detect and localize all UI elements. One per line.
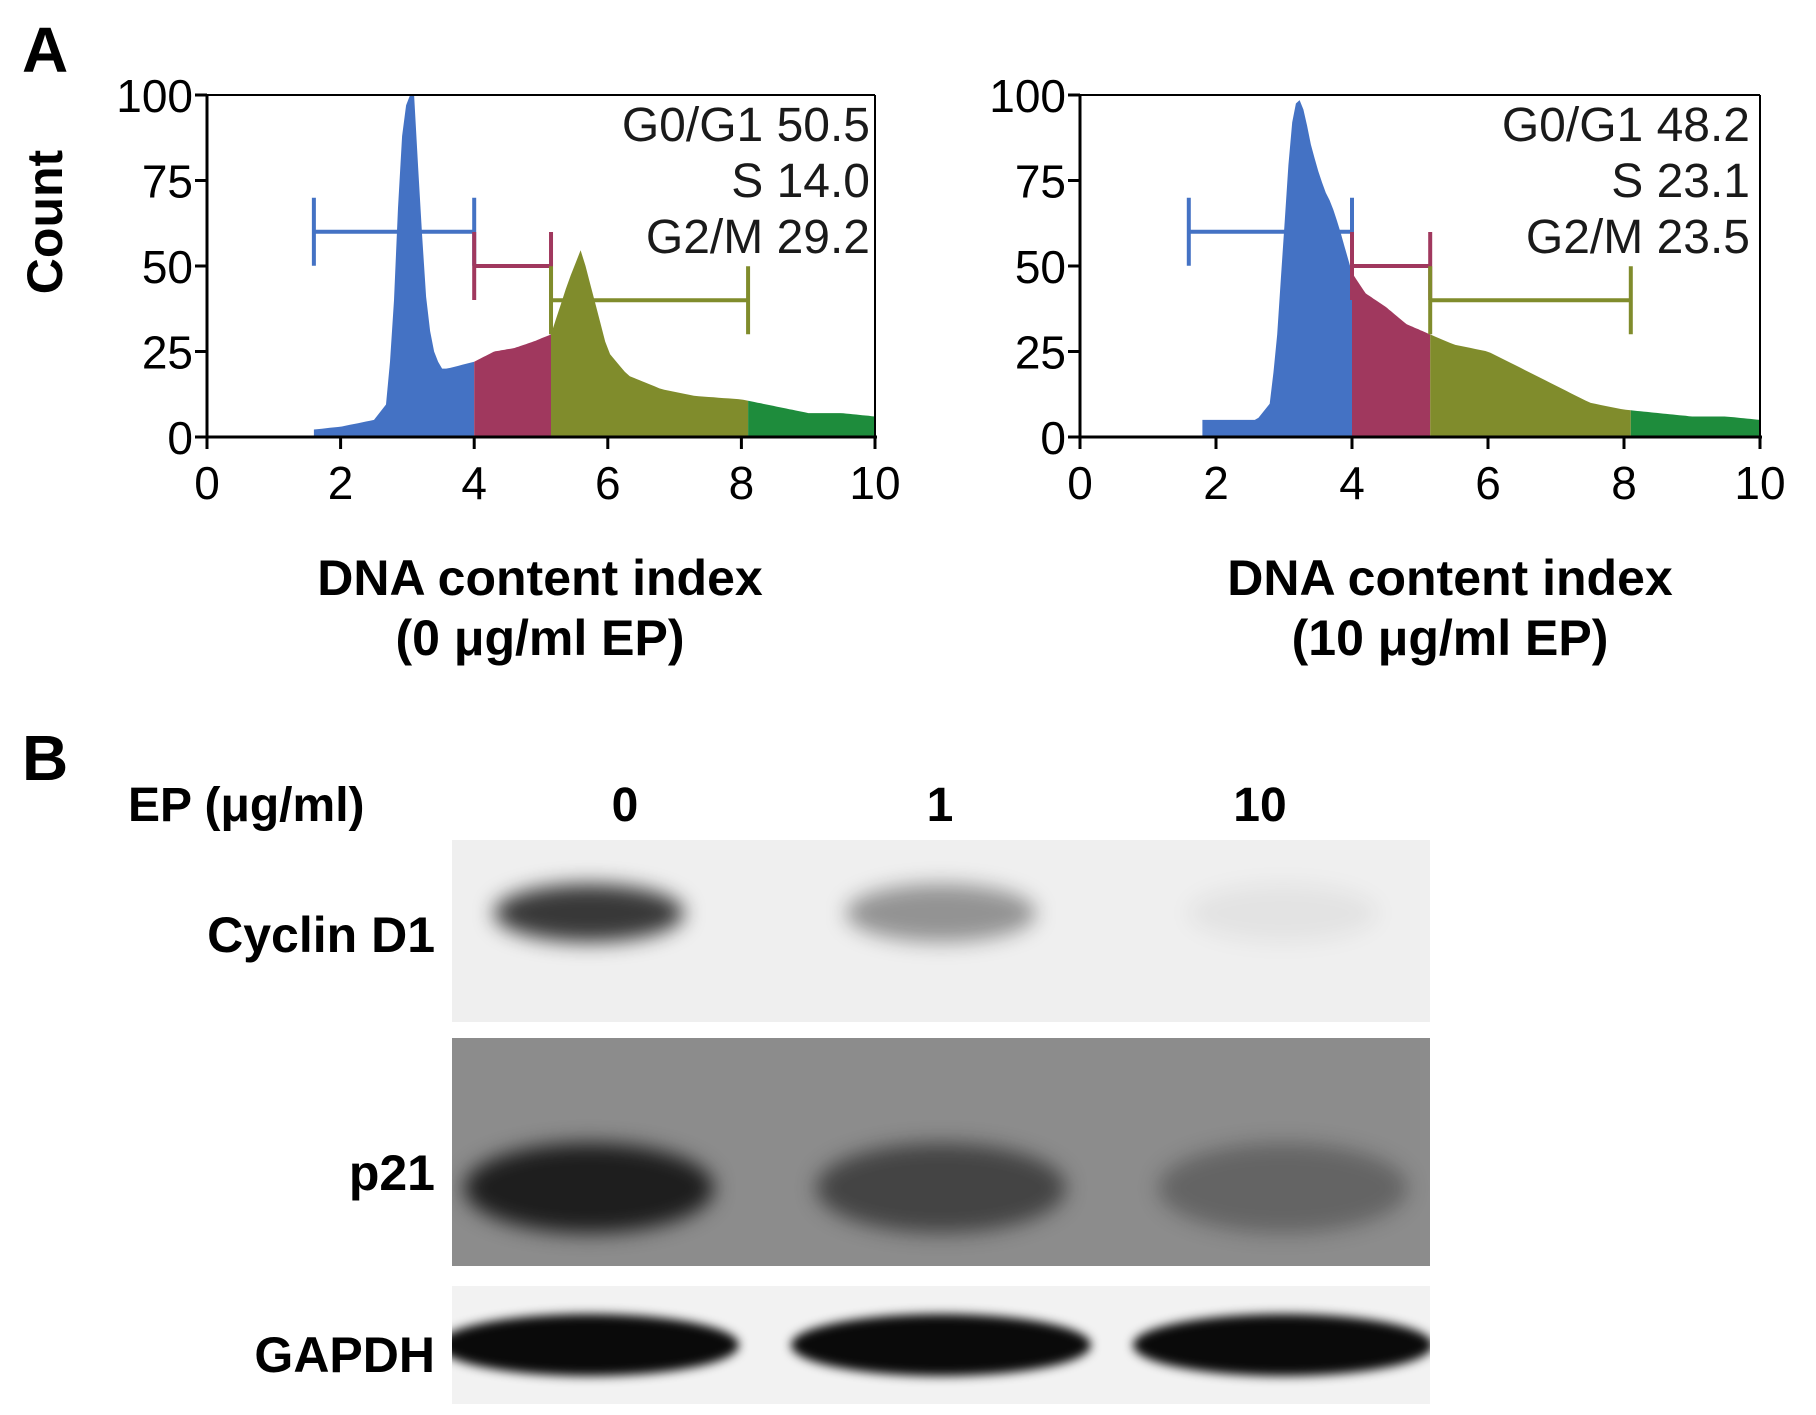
y-tick-label: 0 — [167, 412, 193, 464]
y-tick-label: 50 — [1015, 241, 1066, 293]
panel-b-letter: B — [22, 722, 69, 794]
blot-cyclin-d1 — [452, 840, 1430, 1022]
stat-g2m: G2/M 23.5 — [1525, 211, 1750, 264]
y-axis-label: Count — [17, 149, 73, 294]
x-tick-label: 10 — [1734, 457, 1785, 509]
histogram-region-2 — [1430, 334, 1631, 437]
stat-g2m: G2/M 29.2 — [645, 211, 870, 264]
y-tick-label: 25 — [142, 327, 193, 379]
blot-p21 — [452, 1038, 1430, 1266]
stat-s: S 14.0 — [731, 155, 870, 208]
x-tick-label: 6 — [1475, 457, 1501, 509]
y-tick-label: 50 — [142, 241, 193, 293]
histogram-region-1 — [474, 334, 551, 437]
x-tick-label: 2 — [328, 457, 354, 509]
y-tick-label: 25 — [1015, 327, 1066, 379]
x-tick-label: 4 — [1339, 457, 1365, 509]
xlabel-line2: (0 μg/ml EP) — [395, 610, 685, 666]
histogram-region-3 — [748, 400, 875, 437]
xlabel-line1: DNA content index — [317, 550, 763, 606]
x-tick-label: 8 — [729, 457, 755, 509]
histogram-region-3 — [1630, 410, 1760, 437]
histogram-region-0 — [1202, 100, 1352, 437]
histogram-1-plot: 0 25 50 75 100 0 2 4 6 8 10 — [989, 70, 1785, 509]
band-lane-1 — [791, 1314, 1091, 1376]
x-tick-label: 0 — [194, 457, 220, 509]
y-tick-label: 100 — [116, 70, 193, 122]
xlabel-line2: (10 μg/ml EP) — [1291, 610, 1609, 666]
blot-label-cyclin-d1: Cyclin D1 — [207, 907, 435, 963]
histogram-1-stats: G0/G1 48.2 S 23.1 G2/M 23.5 — [1380, 98, 1750, 266]
treatment-label: EP (μg/ml) — [128, 779, 365, 832]
lane-label-1: 1 — [926, 779, 954, 832]
band-lane-0 — [452, 1314, 739, 1376]
band-lane-2 — [1188, 883, 1379, 942]
y-tick-label: 0 — [1040, 412, 1066, 464]
stat-g0g1: G0/G1 50.5 — [621, 99, 870, 152]
lane-label-0: 0 — [611, 779, 639, 832]
x-tick-label: 10 — [849, 457, 900, 509]
y-tick-label: 75 — [1015, 156, 1066, 208]
histogram-0-stats: G0/G1 50.5 S 14.0 G2/M 29.2 — [500, 98, 870, 266]
histogram-1-xlabel: DNA content index (10 μg/ml EP) — [1120, 548, 1780, 668]
y-tick-label: 75 — [142, 156, 193, 208]
lane-label-2: 10 — [1233, 779, 1287, 832]
blot-gapdh — [452, 1286, 1430, 1404]
xlabel-line1: DNA content index — [1227, 550, 1673, 606]
y-tick-label: 100 — [989, 70, 1066, 122]
blot-label-gapdh: GAPDH — [254, 1327, 435, 1383]
blot-label-p21: p21 — [348, 1145, 435, 1201]
histogram-figure: Count 0 25 50 75 100 0 2 4 6 8 10 0 25 50 75 100 0 2 4 6 8 1… — [17, 70, 1786, 509]
panel-a-letter: A — [22, 14, 69, 86]
histogram-region-0 — [313, 95, 475, 437]
histogram-0-xlabel: DNA content index (0 μg/ml EP) — [230, 548, 850, 668]
band-lane-0 — [463, 1143, 714, 1234]
x-tick-label: 2 — [1203, 457, 1229, 509]
band-lane-2 — [1133, 1314, 1430, 1376]
histogram-region-1 — [1352, 272, 1431, 437]
band-lane-1 — [816, 1143, 1066, 1234]
stat-s: S 23.1 — [1611, 155, 1750, 208]
histogram-0-plot: 0 25 50 75 100 0 2 4 6 8 10 — [116, 70, 900, 509]
band-lane-0 — [493, 883, 684, 942]
band-lane-1 — [846, 883, 1036, 942]
x-tick-label: 8 — [1611, 457, 1637, 509]
band-lane-2 — [1158, 1143, 1409, 1234]
histogram-region-2 — [551, 250, 749, 437]
stat-g0g1: G0/G1 48.2 — [1501, 99, 1750, 152]
x-tick-label: 0 — [1067, 457, 1093, 509]
x-tick-label: 6 — [595, 457, 621, 509]
x-tick-label: 4 — [461, 457, 487, 509]
